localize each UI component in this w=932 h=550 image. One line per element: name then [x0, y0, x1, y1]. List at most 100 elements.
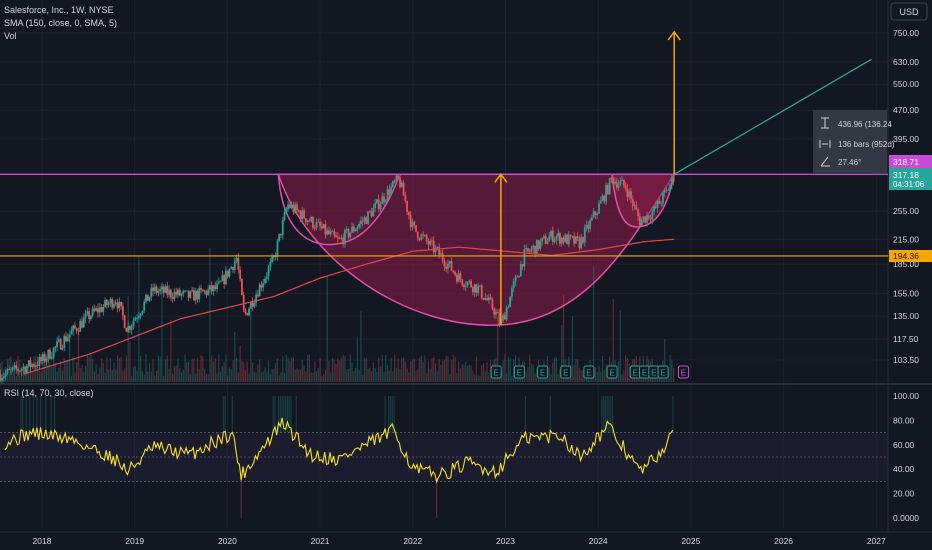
price-tick-label: 117.50: [893, 334, 919, 344]
vol-legend[interactable]: Vol: [4, 31, 17, 41]
candle-body: [66, 337, 69, 342]
candle-body: [582, 236, 584, 243]
rsi-layer: [0, 396, 888, 518]
candle-body: [280, 233, 282, 236]
volume-bar: [561, 325, 563, 382]
candle-body: [470, 280, 472, 288]
candle-body: [217, 281, 220, 284]
volume-bar: [481, 365, 483, 382]
volume-bar: [458, 361, 460, 382]
volume-bar: [31, 371, 33, 382]
candle-body: [393, 181, 396, 182]
earnings-marker[interactable]: E: [657, 365, 669, 379]
volume-bar: [97, 373, 99, 382]
earnings-marker-label: E: [517, 369, 522, 378]
time-axis[interactable]: 2018 2019 2020 2021 2022 2023 2024 2025 2026 2027: [33, 536, 886, 546]
candle-body: [228, 268, 231, 277]
candle-body: [527, 248, 529, 252]
candle-body: [185, 290, 188, 292]
earnings-marker-box: [677, 365, 689, 379]
candle-body: [27, 360, 30, 367]
earnings-marker-label: E: [540, 369, 545, 378]
volume-bar: [440, 364, 442, 382]
volume-bar: [74, 372, 76, 382]
candle-body: [36, 365, 39, 367]
candle-body: [162, 286, 165, 293]
earnings-marker-label: E: [681, 369, 686, 378]
volume-bar: [212, 361, 215, 382]
volume-bar: [28, 366, 30, 382]
candle-body: [422, 234, 425, 236]
earnings-marker[interactable]: E: [629, 365, 641, 379]
candle-body: [79, 321, 82, 332]
rsi-overbought-fill: [224, 396, 226, 433]
candle-body: [95, 308, 98, 311]
candle-body: [503, 314, 506, 320]
sma-legend[interactable]: SMA (150, close, 0, SMA, 5): [4, 18, 117, 28]
volume-bar: [381, 354, 383, 382]
volume-bar: [131, 375, 133, 382]
candle-body: [274, 256, 277, 258]
volume-bar: [356, 336, 358, 382]
volume-bar: [180, 372, 183, 382]
candle-body: [24, 366, 27, 373]
volume-bar: [463, 364, 465, 382]
volume-bar: [33, 356, 35, 382]
earnings-marker[interactable]: E: [537, 365, 549, 379]
candle-body: [505, 307, 508, 320]
candle-body: [235, 257, 238, 262]
candle-body: [471, 287, 474, 293]
earnings-marker[interactable]: E: [490, 365, 502, 379]
volume-bar: [617, 361, 620, 382]
earnings-marker[interactable]: E: [513, 365, 525, 379]
candle-body: [452, 270, 455, 273]
rsi-legend[interactable]: RSI (14, 70, 30, close): [4, 388, 94, 398]
volume-bar: [211, 355, 213, 382]
candle-body: [429, 240, 432, 245]
candle-body: [576, 236, 579, 238]
candle-body: [75, 328, 78, 332]
price-axis[interactable]: 750.00 630.00 550.00 470.00 395.00 255.00 215.…: [893, 28, 919, 523]
candle-body: [431, 240, 433, 242]
resistance-price-label: 318.71: [889, 155, 932, 168]
candle-body: [98, 307, 101, 313]
earnings-marker[interactable]: E: [639, 365, 651, 379]
price-tick-label: 750.00: [893, 28, 919, 38]
candle-body: [354, 229, 357, 232]
candle-body: [388, 189, 391, 195]
candle-body: [416, 231, 419, 239]
candle-body: [61, 347, 64, 350]
candle-body: [272, 256, 275, 258]
volume-bar: [308, 354, 311, 382]
earnings-marker[interactable]: E: [583, 365, 595, 379]
earnings-marker[interactable]: E: [560, 365, 572, 379]
candle-body: [356, 227, 359, 230]
candle-body: [409, 215, 412, 228]
rsi-overbought-fill: [36, 396, 38, 433]
candle-body: [619, 180, 622, 185]
volume-bar: [166, 355, 168, 382]
candle-body: [374, 203, 377, 208]
candle-body: [187, 290, 190, 298]
earnings-marker[interactable]: E: [677, 365, 689, 379]
candle-body: [436, 247, 439, 248]
earnings-marker[interactable]: E: [606, 365, 618, 379]
candle-body: [168, 289, 170, 295]
currency-button[interactable]: USD: [890, 2, 928, 21]
volume-bar: [221, 366, 223, 382]
earnings-marker[interactable]: E: [648, 365, 660, 379]
candle-body: [326, 230, 329, 235]
volume-bar: [292, 357, 295, 382]
candle-body: [2, 376, 5, 379]
candle-body: [72, 325, 75, 331]
volume-bar: [326, 275, 328, 382]
candle-body: [441, 253, 444, 261]
volume-bar: [459, 368, 462, 382]
volume-bar: [577, 359, 579, 382]
candle-body: [342, 237, 345, 245]
candle-body: [81, 321, 83, 328]
volume-bar: [452, 354, 454, 382]
candle-body: [509, 296, 512, 307]
rsi-overbought-fill: [524, 396, 527, 433]
